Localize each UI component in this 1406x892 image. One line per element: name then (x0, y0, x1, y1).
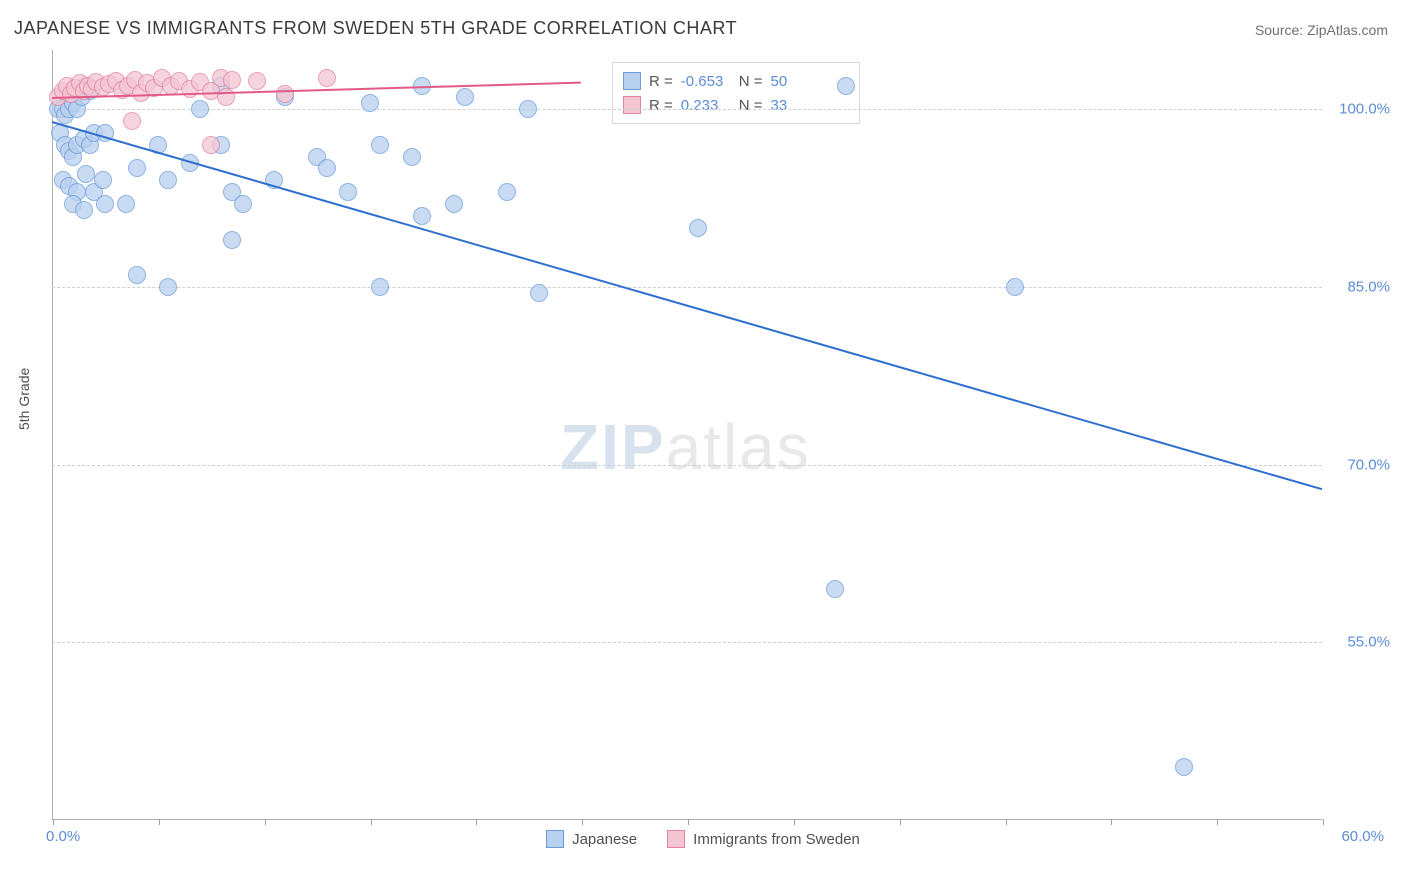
n-label: N = (739, 73, 763, 90)
legend-label-sweden: Immigrants from Sweden (693, 831, 860, 848)
data-point (689, 219, 707, 237)
legend-item-japanese: Japanese (546, 830, 637, 848)
x-tick (1006, 819, 1007, 825)
data-point (123, 112, 141, 130)
swatch-sweden (623, 96, 641, 114)
data-point (361, 94, 379, 112)
data-point (94, 171, 112, 189)
n-label: N = (739, 97, 763, 114)
x-tick (371, 819, 372, 825)
data-point (223, 231, 241, 249)
data-point (75, 201, 93, 219)
data-point (248, 72, 266, 90)
x-tick (1217, 819, 1218, 825)
x-tick (582, 819, 583, 825)
data-point (202, 136, 220, 154)
x-axis-min-label: 0.0% (46, 828, 80, 845)
y-axis-label: 5th Grade (16, 368, 32, 430)
data-point (837, 77, 855, 95)
x-tick (159, 819, 160, 825)
data-point (403, 148, 421, 166)
data-point (128, 159, 146, 177)
y-tick-label: 100.0% (1339, 101, 1390, 118)
data-point (445, 195, 463, 213)
legend-label-japanese: Japanese (572, 831, 637, 848)
data-point (498, 183, 516, 201)
legend-swatch-japanese (546, 830, 564, 848)
stats-row-japanese: R = -0.653 N = 50 (623, 69, 849, 93)
x-tick (1323, 819, 1324, 825)
data-point (223, 71, 241, 89)
x-tick (794, 819, 795, 825)
data-point (530, 284, 548, 302)
y-tick-label: 70.0% (1347, 456, 1390, 473)
stats-legend: R = -0.653 N = 50 R = 0.233 N = 33 (612, 62, 860, 124)
data-point (456, 88, 474, 106)
y-tick-label: 55.0% (1347, 634, 1390, 651)
swatch-japanese (623, 72, 641, 90)
x-tick (265, 819, 266, 825)
legend-swatch-sweden (667, 830, 685, 848)
y-tick-label: 85.0% (1347, 278, 1390, 295)
data-point (826, 580, 844, 598)
n-value-japanese: 50 (771, 73, 821, 90)
legend-item-sweden: Immigrants from Sweden (667, 830, 860, 848)
x-tick (900, 819, 901, 825)
gridline (52, 109, 1322, 110)
data-point (371, 136, 389, 154)
r-value-sweden: 0.233 (681, 97, 731, 114)
x-axis-max-label: 60.0% (1341, 828, 1384, 845)
r-label: R = (649, 73, 673, 90)
data-point (519, 100, 537, 118)
data-point (77, 165, 95, 183)
data-point (371, 278, 389, 296)
r-value-japanese: -0.653 (681, 73, 731, 90)
data-point (1006, 278, 1024, 296)
series-legend: Japanese Immigrants from Sweden (0, 830, 1406, 848)
data-point (276, 85, 294, 103)
data-point (96, 195, 114, 213)
data-point (159, 278, 177, 296)
stats-row-sweden: R = 0.233 N = 33 (623, 93, 849, 117)
gridline (52, 287, 1322, 288)
x-tick (688, 819, 689, 825)
data-point (413, 207, 431, 225)
data-point (117, 195, 135, 213)
gridline (52, 642, 1322, 643)
source-label: Source: ZipAtlas.com (1255, 22, 1388, 38)
data-point (159, 171, 177, 189)
r-label: R = (649, 97, 673, 114)
gridline (52, 465, 1322, 466)
data-point (318, 159, 336, 177)
n-value-sweden: 33 (771, 97, 821, 114)
x-tick (53, 819, 54, 825)
chart-title: JAPANESE VS IMMIGRANTS FROM SWEDEN 5TH G… (14, 18, 737, 39)
x-tick (1111, 819, 1112, 825)
data-point (128, 266, 146, 284)
data-point (318, 69, 336, 87)
data-point (1175, 758, 1193, 776)
data-point (339, 183, 357, 201)
x-tick (476, 819, 477, 825)
data-point (191, 100, 209, 118)
data-point (234, 195, 252, 213)
